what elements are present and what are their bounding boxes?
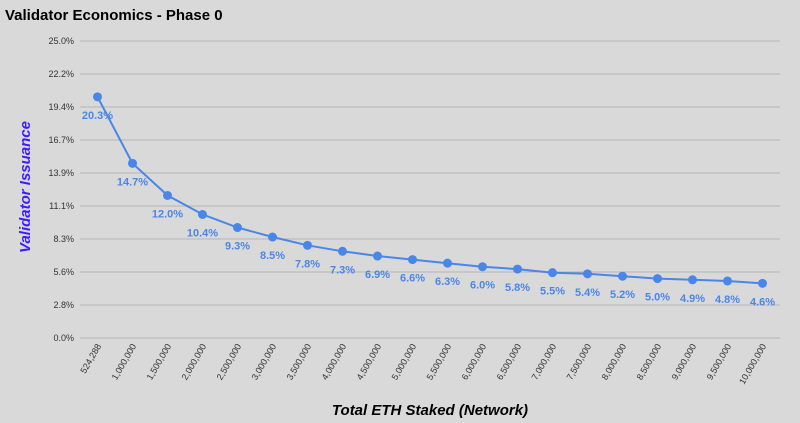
data-point — [723, 276, 732, 286]
data-point — [758, 278, 767, 288]
data-label: 5.8% — [505, 282, 530, 294]
data-label: 4.9% — [680, 293, 705, 305]
x-tick-label: 6,500,000 — [495, 342, 524, 382]
x-tick-label: 3,500,000 — [285, 342, 314, 382]
y-tick-label: 2.8% — [53, 300, 74, 310]
data-labels: 20.3% 14.7% 12.0% 10.4% 9.3% 8.5% 7.8% 7.3% 6.9%… — [82, 110, 775, 309]
data-label: 9.3% — [225, 241, 250, 253]
y-tick-label: 5.6% — [53, 267, 74, 277]
data-label: 7.8% — [295, 258, 320, 270]
data-label: 7.3% — [330, 264, 355, 276]
x-tick-label: 10,000,000 — [737, 342, 768, 386]
data-label: 5.4% — [575, 287, 600, 299]
data-point — [93, 92, 102, 102]
data-label: 6.6% — [400, 273, 425, 285]
x-tick-label: 5,000,000 — [390, 342, 419, 382]
data-point — [688, 275, 697, 285]
data-point — [338, 246, 347, 256]
data-point — [128, 158, 137, 168]
x-tick-label: 3,000,000 — [250, 342, 279, 382]
data-label: 5.5% — [540, 286, 565, 298]
y-tick-label: 22.2% — [48, 69, 74, 79]
data-point — [303, 240, 312, 250]
data-label: 20.3% — [82, 110, 113, 122]
data-label: 6.9% — [365, 269, 390, 281]
y-tick-label: 8.3% — [53, 234, 74, 244]
y-axis-title: Validator Issuance — [17, 121, 34, 253]
series-validator-issuance — [93, 92, 767, 288]
x-tick-label: 8,500,000 — [635, 342, 664, 382]
x-tick-label: 4,500,000 — [355, 342, 384, 382]
y-tick-label: 13.9% — [48, 168, 74, 178]
data-label: 10.4% — [187, 227, 218, 239]
x-tick-label: 1,000,000 — [110, 342, 139, 382]
data-label: 4.6% — [750, 296, 775, 308]
data-point — [373, 251, 382, 261]
x-axis-ticks: 524,288 1,000,000 1,500,000 2,000,000 2,500,… — [78, 342, 768, 386]
x-tick-label: 4,000,000 — [320, 342, 349, 382]
data-label: 14.7% — [117, 176, 148, 188]
x-tick-label: 9,500,000 — [705, 342, 734, 382]
data-point — [548, 268, 557, 278]
data-label: 5.2% — [610, 289, 635, 301]
x-tick-label: 1,500,000 — [145, 342, 174, 382]
series-line — [96, 96, 763, 285]
grid-lines — [80, 40, 780, 339]
data-point — [653, 274, 662, 284]
data-point — [233, 223, 242, 233]
y-tick-label: 16.7% — [48, 135, 74, 145]
x-tick-label: 5,500,000 — [425, 342, 454, 382]
data-label: 4.8% — [715, 294, 740, 306]
x-tick-label: 7,500,000 — [565, 342, 594, 382]
data-label: 5.0% — [645, 292, 670, 304]
y-tick-label: 11.1% — [49, 201, 74, 211]
data-label: 8.5% — [260, 250, 285, 262]
x-tick-label: 7,000,000 — [530, 342, 559, 382]
chart-title: Validator Economics - Phase 0 — [5, 7, 223, 24]
y-tick-label: 25.0% — [48, 36, 74, 46]
y-tick-label: 19.4% — [48, 102, 74, 112]
x-tick-label: 524,288 — [78, 342, 103, 375]
data-label: 6.0% — [470, 280, 495, 292]
data-label: 6.3% — [435, 276, 460, 288]
x-tick-label: 8,000,000 — [600, 342, 629, 382]
x-axis-title: Total ETH Staked (Network) — [332, 402, 528, 419]
data-label: 12.0% — [152, 208, 183, 220]
x-tick-label: 2,000,000 — [180, 342, 209, 382]
data-point — [583, 269, 592, 279]
y-axis-ticks: 0.0% 2.8% 5.6% 8.3% 11.1% 13.9% 16.7% 19.4% 22.2… — [48, 36, 74, 343]
data-point — [443, 258, 452, 268]
data-point — [408, 255, 417, 265]
data-point — [268, 232, 277, 242]
data-point — [198, 209, 207, 219]
data-point — [513, 264, 522, 274]
y-tick-label: 0.0% — [53, 333, 74, 343]
data-point — [163, 190, 172, 200]
x-tick-label: 2,500,000 — [215, 342, 244, 382]
data-point — [618, 271, 627, 281]
x-tick-label: 6,000,000 — [460, 342, 489, 382]
x-tick-label: 9,000,000 — [670, 342, 699, 382]
data-point — [478, 262, 487, 272]
